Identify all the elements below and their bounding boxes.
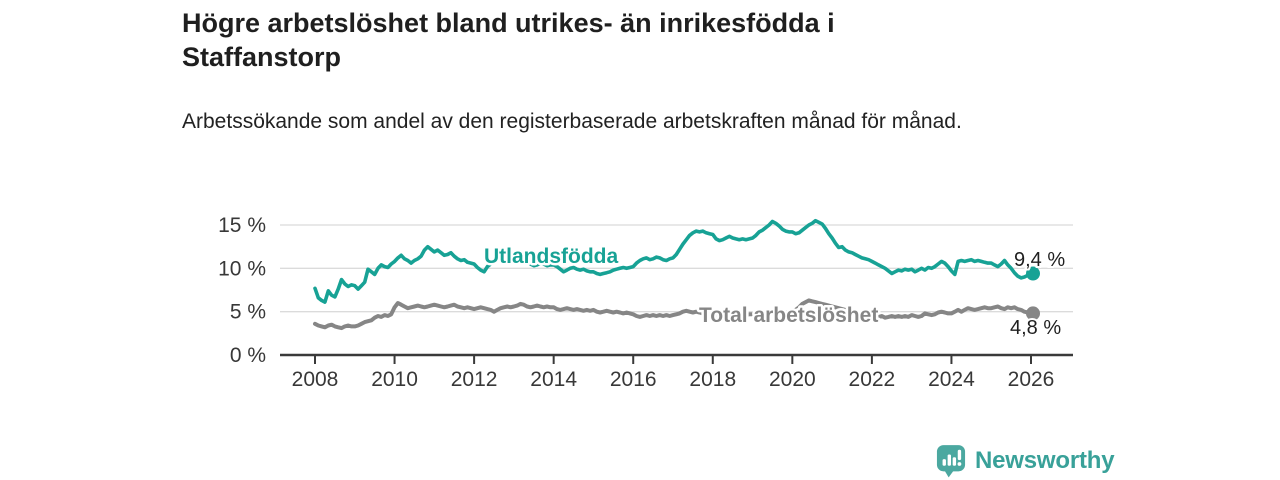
newsworthy-logo: Newsworthy bbox=[936, 444, 1115, 478]
series-end-dot bbox=[1026, 306, 1040, 321]
x-tick-label: 2024 bbox=[928, 368, 975, 391]
newsworthy-logo-text: Newsworthy bbox=[975, 447, 1115, 474]
series-end-dot bbox=[1026, 266, 1040, 281]
x-tick-label: 2016 bbox=[610, 368, 657, 391]
y-tick-label: 0 % bbox=[230, 344, 266, 367]
series-label: Total arbetslöshet bbox=[699, 304, 878, 327]
chart-subtitle: Arbetssökande som andel av den registerb… bbox=[182, 110, 962, 133]
x-tick-label: 2012 bbox=[451, 368, 498, 391]
series-line-utlandsfodda bbox=[313, 218, 1033, 304]
newsworthy-logo-icon bbox=[936, 445, 966, 478]
series-end-value: 9,4 % bbox=[1014, 249, 1065, 271]
series-end-value: 4,8 % bbox=[1010, 317, 1061, 339]
x-tick-label: 2026 bbox=[1008, 368, 1055, 391]
x-tick-label: 2010 bbox=[371, 368, 418, 391]
x-tick-label: 2022 bbox=[849, 368, 896, 391]
x-tick-label: 2008 bbox=[292, 368, 339, 391]
x-tick-label: 2020 bbox=[769, 368, 816, 391]
series-line-total bbox=[313, 298, 1033, 331]
y-tick-label: 10 % bbox=[218, 257, 266, 280]
y-tick-label: 15 % bbox=[218, 214, 266, 237]
x-tick-label: 2014 bbox=[530, 368, 577, 391]
chart-title: Högre arbetslöshet bland utrikes- än inr… bbox=[182, 8, 835, 72]
y-tick-label: 5 % bbox=[230, 301, 266, 324]
series-label: Utlandsfödda bbox=[484, 245, 618, 268]
x-tick-label: 2018 bbox=[689, 368, 736, 391]
